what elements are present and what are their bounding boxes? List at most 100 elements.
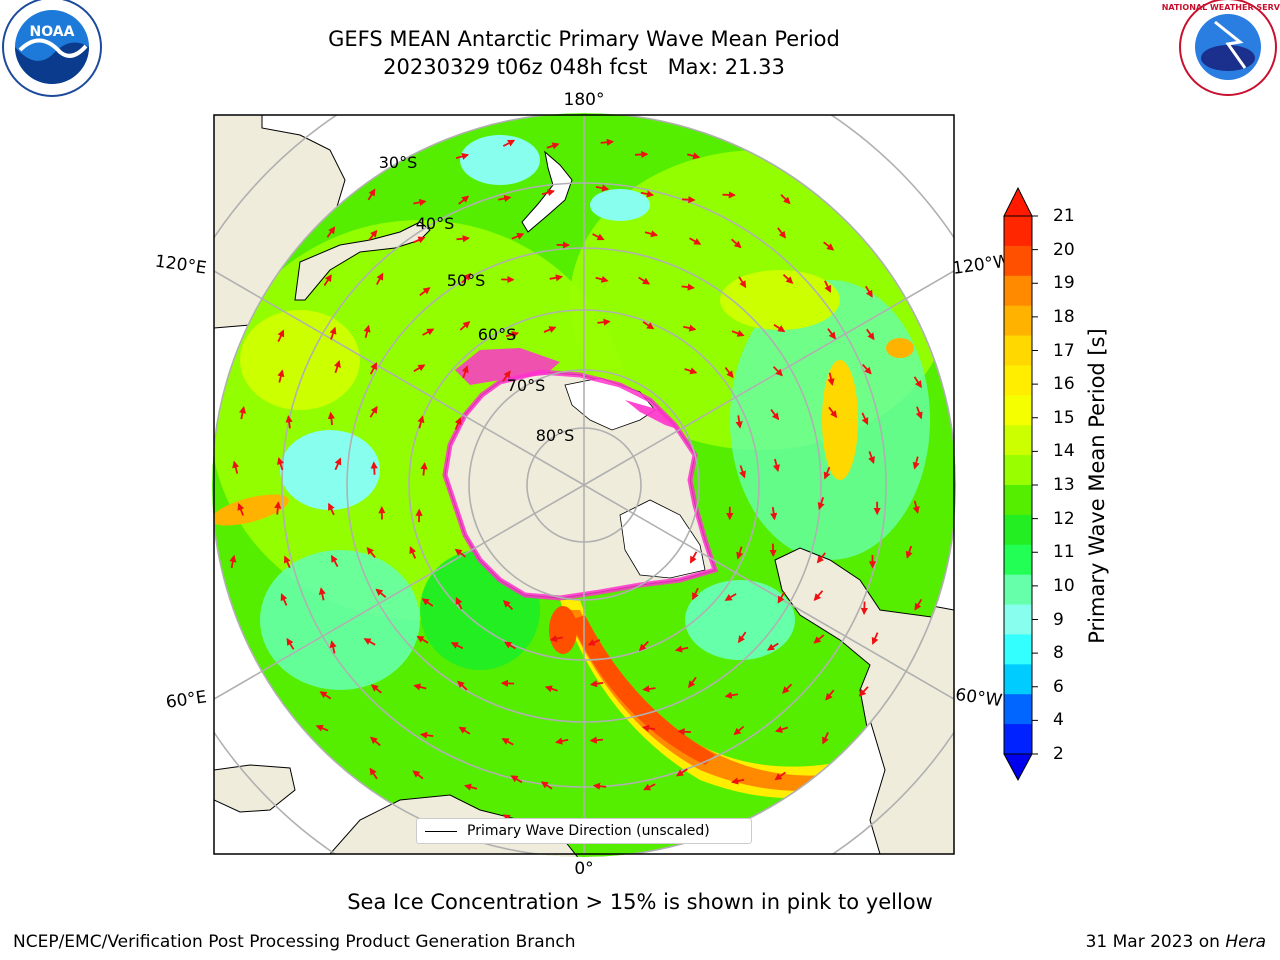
colorbar-segment: [1004, 664, 1032, 695]
lon-label-120e: 120°E: [154, 252, 208, 279]
wave-direction-arrow: [229, 554, 237, 569]
wave-direction-arrow: [860, 601, 868, 616]
colorbar-segment: [1004, 216, 1032, 247]
wave-direction-arrow: [828, 406, 838, 419]
wave-direction-arrow: [817, 497, 825, 510]
wave-direction-arrow: [813, 590, 824, 601]
wave-direction-arrow: [544, 685, 558, 693]
wave-direction-arrow: [409, 546, 417, 559]
lon-label-60w: 60°W: [954, 685, 1003, 711]
wave-direction-arrow: [555, 737, 569, 745]
wave-direction-arrow: [412, 770, 424, 780]
wave-direction-arrow: [329, 640, 337, 654]
wave-direction-arrow: [416, 635, 429, 644]
wave-direction-arrow: [502, 370, 511, 382]
wave-direction-arrow: [913, 376, 922, 389]
wave-direction-arrow: [592, 782, 607, 790]
wave-direction-arrow: [327, 411, 335, 426]
colorbar-max-extension: [1003, 186, 1033, 217]
wave-direction-arrow: [773, 324, 786, 333]
wave-direction-arrow: [450, 642, 464, 650]
wave-direction-arrow: [413, 683, 427, 691]
wave-direction-arrow: [370, 736, 381, 747]
noaa-logo: NOAA: [2, 0, 102, 97]
wave-direction-arrow: [549, 635, 563, 643]
wave-direction-arrow: [366, 546, 376, 558]
wave-direction-arrow: [283, 555, 291, 569]
colorbar-segment: [1004, 275, 1032, 307]
title-line-1: GEFS MEAN Antarctic Primary Wave Mean Pe…: [328, 27, 840, 51]
title-line-2: 20230329 t06z 048h fcst Max: 21.33: [383, 55, 785, 79]
wave-direction-arrow: [688, 676, 697, 689]
wave-direction-arrow: [735, 415, 743, 429]
colorbar-tick-label: 15: [1053, 407, 1075, 428]
colorbar-tick-label: 20: [1053, 239, 1075, 260]
wave-direction-arrow: [824, 280, 832, 293]
wave-direction-arrow: [501, 738, 514, 746]
colorbar-segment: [1004, 604, 1032, 635]
colorbar-tick-label: 16: [1053, 374, 1075, 395]
wave-direction-arrow: [502, 139, 516, 147]
wave-direction-arrow: [370, 684, 382, 694]
colorbar-tick-label: 11: [1053, 542, 1075, 563]
nws-logo-text: NATIONAL WEATHER SERVICE: [1162, 3, 1280, 12]
wave-direction-arrow: [634, 150, 649, 159]
wave-direction-arrow: [232, 460, 240, 474]
wave-direction-arrow: [329, 326, 337, 340]
colorbar-label: Primary Wave Mean Period [s]: [1085, 328, 1109, 644]
wave-direction-arrow: [464, 783, 478, 791]
wave-direction-arrow: [731, 330, 745, 337]
wave-direction-arrow: [413, 364, 426, 372]
wave-direction-arrow: [543, 326, 557, 333]
wave-direction-arrow: [455, 596, 463, 610]
wave-direction-arrow: [597, 318, 611, 326]
wave-direction-arrow: [770, 409, 780, 421]
wave-direction-arrow: [369, 362, 378, 375]
lon-label-120w: 120°W: [951, 251, 1011, 279]
lat-label-50s: 50°S: [447, 271, 486, 290]
colorbar-tick-label: 4: [1053, 710, 1064, 731]
wave-direction-arrow: [775, 725, 789, 733]
colorbar-min-extension: [1003, 753, 1033, 782]
wave-direction-arrow: [684, 367, 698, 375]
wave-direction-arrow: [504, 641, 517, 650]
wave-direction-arrow: [643, 783, 656, 791]
wave-direction-arrow: [686, 152, 701, 160]
wave-direction-arrow: [871, 632, 879, 645]
colorbar-tick-label: 2: [1053, 744, 1064, 764]
wave-direction-arrow: [363, 324, 371, 339]
wave-direction-arrow: [782, 274, 794, 284]
wave-direction-arrow: [862, 363, 872, 375]
wave-direction-arrow: [277, 457, 284, 471]
colorbar-tick-label: 12: [1053, 508, 1075, 529]
wave-direction-arrow: [766, 642, 779, 651]
wave-direction-arrow: [367, 188, 376, 201]
wave-direction-arrow: [738, 276, 747, 289]
wave-direction-arrow: [736, 546, 744, 560]
legend-line-sample: [425, 831, 457, 832]
wave-direction-arrow: [315, 724, 329, 732]
wave-direction-arrow: [369, 767, 378, 780]
wave-direction-arrow: [239, 405, 247, 420]
wave-direction-arrow: [457, 680, 468, 691]
wave-direction-arrow: [777, 591, 786, 604]
credit-date: 31 Mar 2023 on Hera: [1086, 932, 1266, 952]
colorbar-segment: [1004, 574, 1032, 606]
wave-direction-arrow: [587, 639, 601, 646]
sea-ice-note: Sea Ice Concentration > 15% is shown in …: [347, 890, 933, 914]
colorbar-tick-label: 17: [1053, 340, 1075, 361]
wave-direction-arrow: [642, 321, 655, 330]
wave-direction-arrow: [737, 631, 747, 644]
colorbar-segment: [1004, 514, 1032, 546]
wave-direction-arrow: [413, 198, 427, 206]
lon-label-180: 180°: [564, 90, 605, 110]
wave-direction-arrow: [323, 274, 332, 286]
graticule: [214, 115, 954, 854]
wave-direction-arrow: [827, 328, 836, 340]
credit-host: Hera: [1225, 932, 1266, 952]
wave-direction-arrow: [334, 457, 342, 471]
wave-direction-arrow: [595, 275, 609, 283]
colorbar-segment: [1004, 634, 1032, 665]
new-zealand-land: [521, 150, 573, 233]
lat-label-40s: 40°S: [416, 214, 455, 233]
